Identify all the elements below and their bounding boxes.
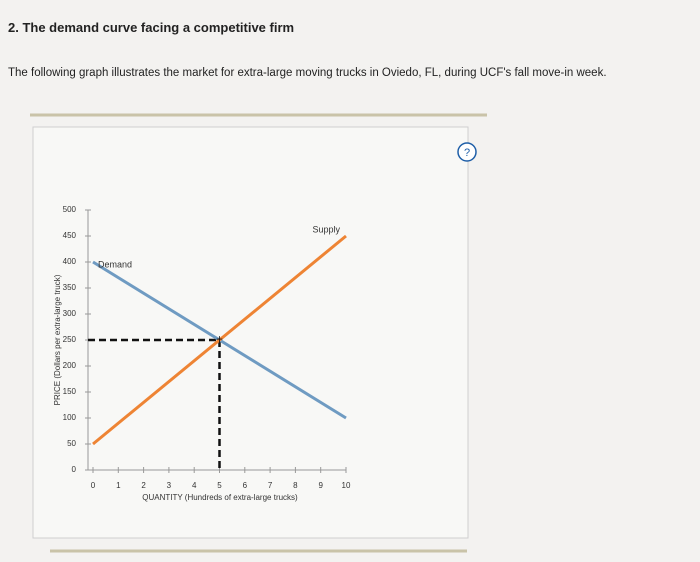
y-tick-label: 250 [63, 335, 77, 344]
intro: The following graph illustrates the mark… [8, 67, 607, 79]
x-tick-label: 8 [293, 481, 298, 490]
x-tick-label: 0 [91, 481, 96, 490]
y-tick-label: 50 [67, 439, 76, 448]
y-tick-label: 500 [63, 205, 77, 214]
y-tick-label: 300 [63, 309, 77, 318]
x-tick-label: 9 [318, 481, 323, 490]
y-tick-label: 0 [72, 465, 77, 474]
reference-point: + [216, 332, 223, 346]
series-label: Demand [98, 259, 132, 269]
x-tick-label: 5 [217, 481, 222, 490]
x-tick-label: 4 [192, 481, 197, 490]
heading: 2. The demand curve facing a competitive… [8, 20, 295, 35]
y-axis-label: PRICE (Dollars per extra-large truck) [53, 274, 62, 405]
x-tick-label: 2 [141, 481, 146, 490]
y-tick-label: 350 [63, 283, 77, 292]
x-tick-label: 3 [167, 481, 172, 490]
x-tick-label: 10 [342, 481, 351, 490]
help-button[interactable] [457, 142, 477, 162]
y-tick-label: 400 [63, 257, 77, 266]
graph-box [32, 126, 469, 539]
series-line [92, 234, 347, 446]
x-tick-label: 6 [243, 481, 248, 490]
y-tick-label: 200 [63, 361, 77, 370]
y-tick-label: 150 [63, 387, 77, 396]
y-tick-label: 100 [63, 413, 77, 422]
x-tick-label: 7 [268, 481, 273, 490]
x-axis-label: QUANTITY (Hundreds of extra-large trucks… [142, 493, 298, 502]
x-tick-label: 1 [116, 481, 121, 490]
help-icon: ? [464, 147, 470, 159]
y-tick-label: 450 [63, 231, 77, 240]
series-label: Supply [312, 224, 340, 234]
